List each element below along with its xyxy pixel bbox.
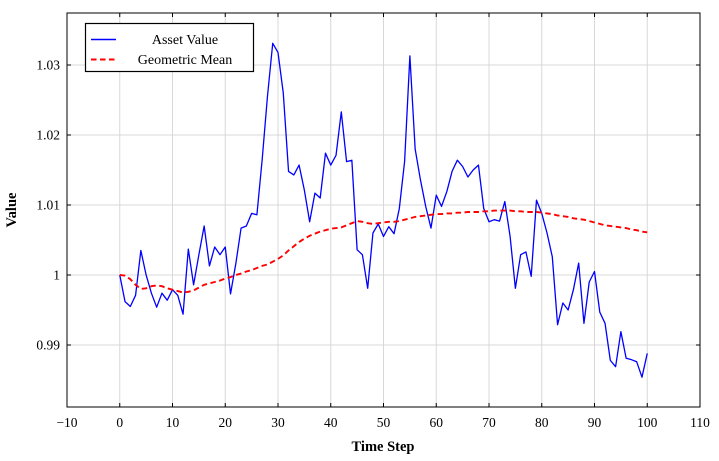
x-axis-label: Time Step (352, 439, 415, 455)
x-tick-label: 20 (219, 415, 233, 430)
x-tick-label: 110 (690, 415, 710, 430)
legend-box (84, 22, 255, 73)
x-tick-label: 30 (271, 415, 285, 430)
y-tick-label: 1 (53, 267, 60, 282)
y-tick-label: 1.03 (36, 58, 60, 73)
x-tick-labels: −10 0 10 20 30 40 50 60 70 80 90 100 110 (56, 415, 710, 430)
series-line-asset-value (119, 42, 648, 378)
y-tick-label: 1.01 (36, 197, 60, 212)
x-tick-label: −10 (56, 415, 77, 430)
x-tick-label: 70 (482, 415, 496, 430)
x-tick-label: 0 (116, 415, 123, 430)
y-tick-label: 1.02 (36, 128, 60, 143)
x-tick-label: 40 (324, 415, 338, 430)
legend-label-asset-value: Asset Value (152, 33, 218, 48)
legend-label-geometric-mean: Geometric Mean (138, 53, 232, 68)
legend: Asset Value Geometric Mean (84, 22, 255, 73)
x-tick-label: 10 (166, 415, 180, 430)
x-tick-label: 80 (535, 415, 549, 430)
y-tick-labels: 0.99 1 1.01 1.02 1.03 (36, 58, 60, 353)
axis-ticks (66, 13, 701, 407)
series-lines (119, 42, 648, 378)
x-tick-label: 60 (430, 415, 444, 430)
y-tick-label: 0.99 (36, 337, 60, 352)
x-tick-label: 50 (377, 415, 391, 430)
x-tick-label: 100 (637, 415, 658, 430)
series-line-geometric-mean (119, 209, 648, 294)
y-axis-label: Value (4, 192, 20, 227)
x-tick-label: 90 (588, 415, 602, 430)
